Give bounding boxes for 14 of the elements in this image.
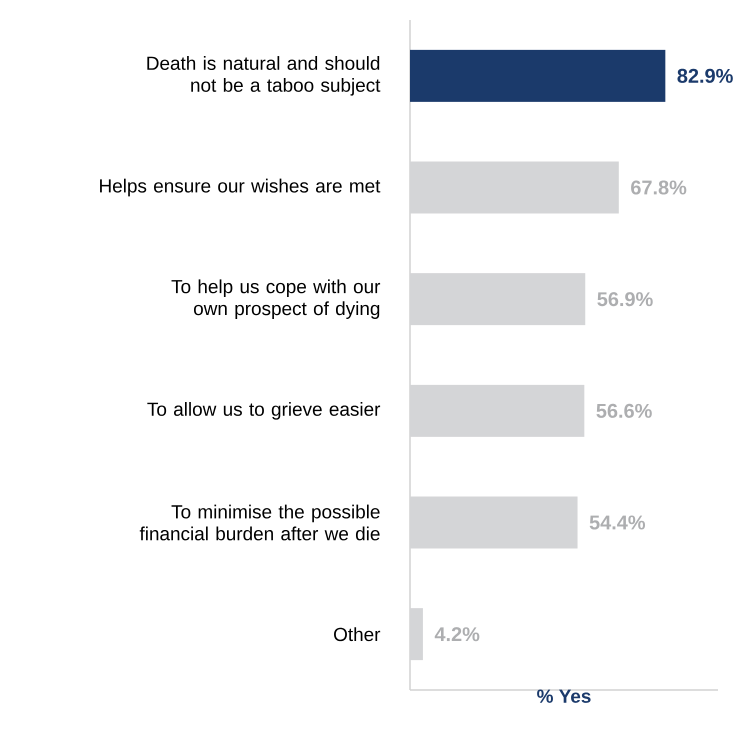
y-tick-label: Helps ensure our wishes are met [100,178,380,196]
bar [410,50,666,102]
y-tick-label: Other [334,627,380,642]
data-label: 54.4% [590,515,646,530]
data-label: 82.9% [677,68,733,83]
y-tick-label: To help us cope with our own prospect of dying [172,279,380,319]
data-label: 56.6% [596,404,652,418]
y-tick-label: To minimise the possible financial burden after we die [140,504,380,540]
data-label: 56.9% [597,292,653,306]
y-tick-label: To allow us to grieve easier [147,402,380,420]
data-label: 67.8% [631,180,686,195]
y-tick-label: Death is natural and should not be a taboo subject [147,56,380,96]
data-label: 4.2% [434,627,480,642]
x-axis-title: % Yes [537,690,591,703]
